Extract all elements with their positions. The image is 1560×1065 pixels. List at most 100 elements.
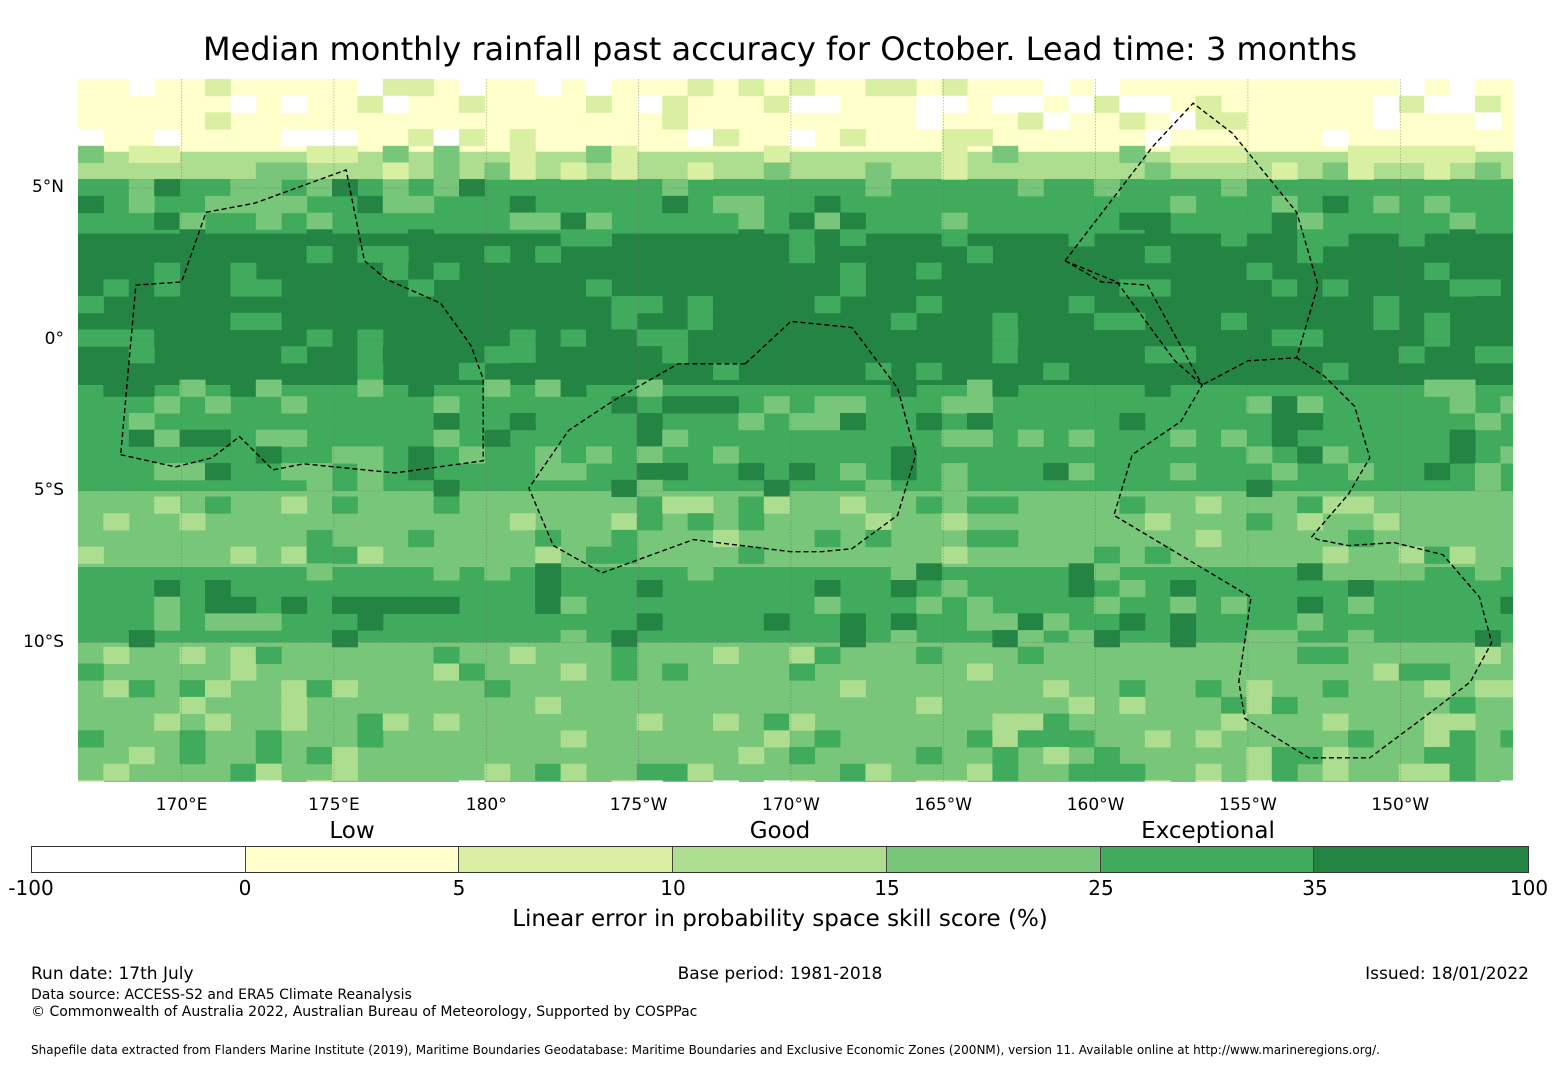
- grid-cell: [586, 229, 612, 247]
- grid-cell: [636, 429, 663, 447]
- grid-cell: [1068, 580, 1095, 598]
- grid-cell: [1246, 246, 1273, 264]
- grid-cell: [255, 162, 282, 180]
- grid-cell: [763, 496, 790, 514]
- grid-cell: [865, 346, 892, 364]
- longitude-tick-label: 180°: [465, 795, 507, 815]
- grid-cell: [967, 129, 993, 147]
- grid-cell: [484, 346, 511, 364]
- grid-cell: [1475, 162, 1501, 180]
- grid-cell: [1068, 630, 1095, 648]
- grid-cell: [1170, 195, 1197, 214]
- grid-cell: [789, 413, 816, 431]
- category-label: Low: [329, 818, 375, 844]
- grid-cell: [255, 780, 282, 782]
- grid-cell: [967, 396, 993, 414]
- grid-cell: [1398, 145, 1425, 163]
- colorbar-segment: [1100, 847, 1315, 872]
- grid-cell: [1271, 229, 1298, 247]
- grid-cell: [1094, 179, 1120, 197]
- grid-cell: [1017, 112, 1044, 130]
- grid-cell: [611, 663, 638, 681]
- grid-cell: [1221, 696, 1247, 715]
- grid-cell: [306, 129, 333, 147]
- grid-cell: [916, 279, 943, 297]
- grid-cell: [1068, 763, 1095, 781]
- grid-cell: [941, 162, 968, 180]
- grid-cell: [535, 596, 562, 614]
- grid-cell: [332, 747, 358, 765]
- grid-cell: [459, 663, 485, 681]
- base-period: Base period: 1981-2018: [677, 964, 883, 984]
- grid-cell: [255, 312, 282, 330]
- grid-cell: [128, 79, 155, 97]
- grid-cell: [916, 362, 943, 381]
- grid-cell: [408, 195, 435, 214]
- grid-cell: [941, 129, 968, 147]
- grid-cell: [713, 195, 739, 214]
- colorbar-segment: [459, 847, 674, 872]
- grid-cell: [154, 713, 181, 731]
- grid-cell: [890, 262, 917, 280]
- grid-cell: [535, 463, 562, 481]
- grid-cell: [890, 446, 917, 464]
- grid-cell: [357, 463, 384, 481]
- grid-cell: [408, 229, 435, 247]
- grid-cell: [255, 212, 282, 230]
- colorbar-segment: [32, 847, 246, 872]
- grid-cell: [357, 346, 384, 364]
- grid-cell: [154, 463, 181, 481]
- grid-cell: [560, 596, 587, 614]
- grid-cell: [1119, 279, 1146, 297]
- grid-cell: [789, 713, 816, 731]
- grid-cell: [459, 780, 485, 782]
- grid-cell: [509, 346, 536, 364]
- grid-cell: [1373, 95, 1400, 113]
- grid-cell: [738, 195, 765, 214]
- grid-cell: [484, 162, 511, 180]
- grid-cell: [433, 563, 460, 581]
- grid-cell: [1043, 112, 1070, 130]
- grid-cell: [763, 479, 790, 497]
- grid-cell: [992, 496, 1019, 514]
- grid-cell: [636, 362, 663, 381]
- grid-cell: [1221, 229, 1247, 247]
- grid-cell: [941, 479, 968, 497]
- grid-cell: [814, 730, 841, 748]
- grid-cell: [890, 580, 917, 598]
- grid-cell: [128, 379, 155, 397]
- grid-cell: [205, 713, 231, 731]
- grid-cell: [1119, 212, 1146, 230]
- grid-cell: [1271, 763, 1298, 781]
- grid-cell: [1500, 730, 1513, 748]
- grid-cell: [662, 396, 689, 414]
- grid-cell: [662, 496, 689, 514]
- longitude-tick-label: 150°W: [1371, 795, 1430, 815]
- grid-cell: [128, 413, 155, 431]
- grid-cell: [916, 296, 943, 314]
- grid-cell: [128, 329, 155, 347]
- grid-cell: [865, 763, 892, 781]
- grid-cell: [636, 580, 663, 598]
- grid-cell: [382, 596, 409, 614]
- grid-cell: [1449, 379, 1476, 397]
- grid-cell: [890, 463, 917, 481]
- grid-cell: [1094, 79, 1120, 97]
- grid-cell: [713, 129, 739, 147]
- grid-cell: [611, 296, 638, 314]
- grid-cell: [1017, 346, 1044, 364]
- colorbar-label: Linear error in probability space skill …: [512, 906, 1048, 932]
- grid-cell: [1246, 763, 1273, 781]
- grid-cell: [535, 529, 562, 548]
- grid-cell: [255, 763, 282, 781]
- grid-cell: [865, 79, 892, 97]
- grid-cell: [509, 162, 536, 180]
- grid-cell: [560, 630, 587, 648]
- grid-cell: [281, 696, 308, 715]
- colorbar-tick-label: 100: [1509, 876, 1549, 900]
- grid-cell: [1449, 763, 1476, 781]
- grid-cell: [1398, 663, 1425, 681]
- grid-cell: [1449, 713, 1476, 731]
- grid-cell: [1119, 95, 1146, 113]
- grid-cell: [1246, 446, 1273, 464]
